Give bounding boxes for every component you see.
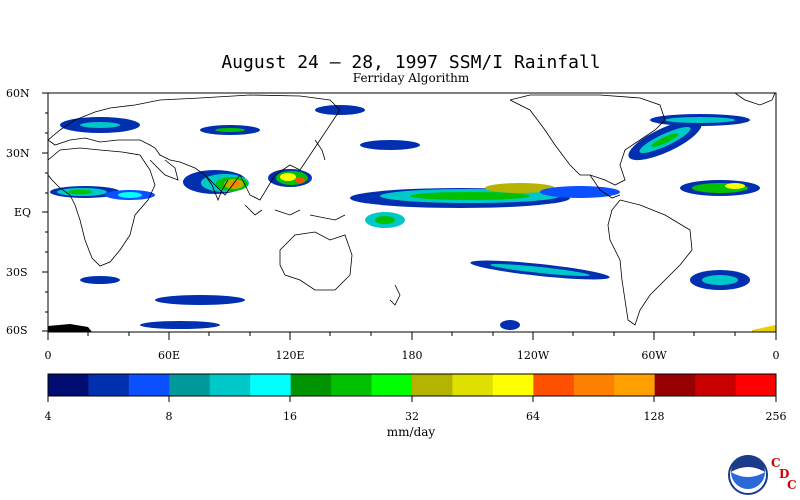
cdc-letter-d: D (779, 467, 790, 481)
colorbar-swatch (573, 374, 615, 396)
colorbar-swatch (695, 374, 737, 396)
lat-label-60n: 60N (6, 87, 30, 100)
map-subtitle: Ferriday Algorithm (352, 71, 470, 85)
colorbar (48, 374, 777, 396)
lat-label-30n: 30N (6, 147, 30, 160)
lon-label-120w: 120W (516, 349, 550, 362)
rain-band-pacific (350, 183, 620, 228)
colorbar-swatch (169, 374, 211, 396)
lon-label-180: 180 (401, 349, 423, 362)
colorbar-swatch (735, 374, 777, 396)
colorbar-label-128: 128 (643, 410, 665, 423)
rain-band-africa (50, 186, 155, 200)
colorbar-swatch (88, 374, 130, 396)
colorbar-label-32: 32 (405, 410, 419, 423)
lon-label-0-right: 0 (772, 349, 780, 362)
colorbar-swatch (452, 374, 494, 396)
colorbar-swatch (331, 374, 373, 396)
cdc-letter-c1: C (771, 456, 781, 470)
colorbar-swatch (533, 374, 575, 396)
colorbar-swatch (250, 374, 292, 396)
lon-label-0: 0 (44, 349, 52, 362)
colorbar-label-4: 4 (44, 410, 52, 423)
coastlines (48, 93, 776, 326)
colorbar-swatch (290, 374, 332, 396)
lon-minor-ticks (87, 332, 736, 336)
rainfall-field (48, 93, 776, 332)
lon-label-120e: 120E (275, 349, 305, 362)
map-title: August 24 – 28, 1997 SSM/I Rainfall (221, 52, 601, 73)
lat-label-60s: 60S (6, 324, 28, 337)
colorbar-label-64: 64 (526, 410, 540, 423)
colorbar-swatch (654, 374, 696, 396)
colorbar-swatch (209, 374, 251, 396)
lat-label-eq: EQ (14, 206, 32, 219)
rain-band-atlantic (628, 119, 760, 196)
antarctica-fill (48, 324, 92, 332)
lat-ticks (42, 92, 48, 332)
colorbar-label-8: 8 (165, 410, 173, 423)
colorbar-ticks (47, 396, 777, 402)
noaa-logo (728, 455, 768, 495)
rain-band-south (80, 260, 750, 330)
colorbar-units: mm/day (386, 425, 436, 439)
colorbar-swatch (371, 374, 413, 396)
colorbar-label-256: 256 (765, 410, 787, 423)
colorbar-swatch (412, 374, 453, 396)
lon-label-60e: 60E (157, 349, 181, 362)
colorbar-label-16: 16 (283, 410, 297, 423)
lon-ticks (47, 332, 777, 340)
colorbar-swatch (492, 374, 534, 396)
cdc-letter-c2: C (787, 478, 797, 492)
colorbar-swatch (128, 374, 170, 396)
lon-label-60w: 60W (641, 349, 667, 362)
colorbar-swatch (48, 374, 89, 396)
colorbar-swatch (614, 374, 656, 396)
antarctica-fringe (752, 325, 776, 332)
lat-label-30s: 30S (6, 266, 28, 279)
